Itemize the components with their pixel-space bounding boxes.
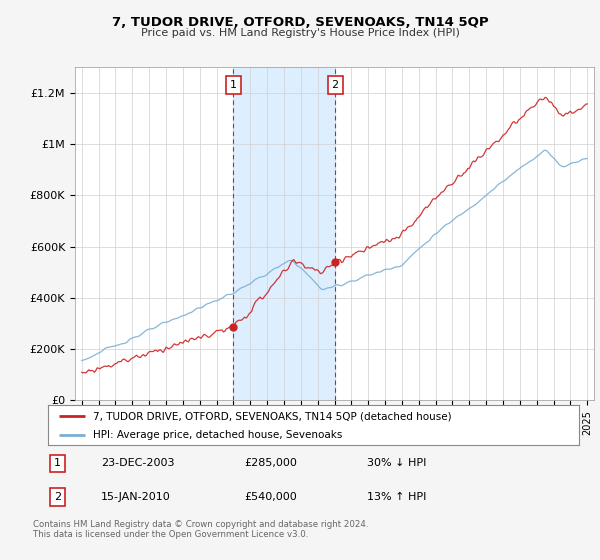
- Bar: [233, 67, 335, 400]
- Text: 7, TUDOR DRIVE, OTFORD, SEVENOAKS, TN14 5QP: 7, TUDOR DRIVE, OTFORD, SEVENOAKS, TN14 …: [112, 16, 488, 29]
- Text: 23-DEC-2003: 23-DEC-2003: [101, 459, 175, 468]
- Text: 1: 1: [54, 459, 61, 468]
- Text: £285,000: £285,000: [244, 459, 298, 468]
- Text: Contains HM Land Registry data © Crown copyright and database right 2024.
This d: Contains HM Land Registry data © Crown c…: [33, 520, 368, 539]
- Text: 7, TUDOR DRIVE, OTFORD, SEVENOAKS, TN14 5QP (detached house): 7, TUDOR DRIVE, OTFORD, SEVENOAKS, TN14 …: [93, 411, 452, 421]
- Text: HPI: Average price, detached house, Sevenoaks: HPI: Average price, detached house, Seve…: [93, 430, 343, 440]
- Text: 2: 2: [332, 80, 339, 90]
- Text: Price paid vs. HM Land Registry's House Price Index (HPI): Price paid vs. HM Land Registry's House …: [140, 28, 460, 38]
- Text: 13% ↑ HPI: 13% ↑ HPI: [367, 492, 426, 502]
- Text: 1: 1: [230, 80, 237, 90]
- Text: 15-JAN-2010: 15-JAN-2010: [101, 492, 171, 502]
- Text: 2: 2: [54, 492, 61, 502]
- Text: 30% ↓ HPI: 30% ↓ HPI: [367, 459, 426, 468]
- Text: £540,000: £540,000: [244, 492, 297, 502]
